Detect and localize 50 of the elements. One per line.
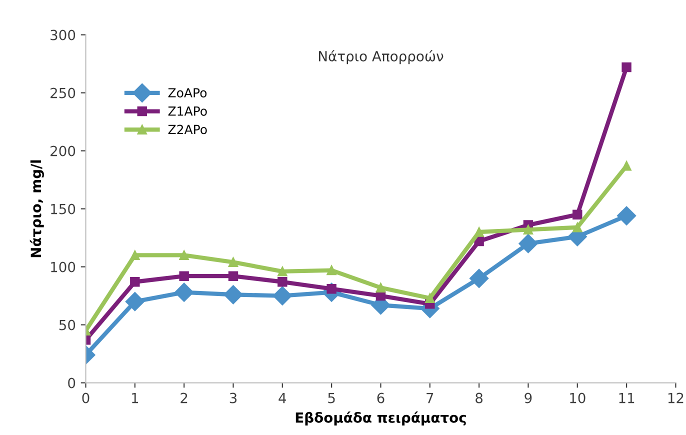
point xyxy=(179,271,189,281)
x-tick-label: 6 xyxy=(377,392,384,404)
x-tick-label: 10 xyxy=(570,392,586,404)
point xyxy=(278,266,288,276)
x-tick-label: 5 xyxy=(328,392,335,404)
x-axis-title: Εβδομάδα πειράματος xyxy=(296,412,466,426)
x-tick-label: 4 xyxy=(278,392,286,404)
point xyxy=(125,292,144,312)
point xyxy=(224,285,243,304)
point xyxy=(572,222,582,232)
point xyxy=(174,282,194,302)
point xyxy=(425,293,435,303)
x-tick-label: 1 xyxy=(132,392,138,404)
point xyxy=(326,265,336,276)
point xyxy=(228,257,238,268)
x-tick-label: 12 xyxy=(668,392,684,404)
x-tick-label: 9 xyxy=(524,392,532,404)
y-tick-label: 250 xyxy=(50,88,76,98)
text: Νάτριο Απορροών xyxy=(318,50,444,64)
point xyxy=(179,250,189,260)
point xyxy=(617,206,636,226)
point xyxy=(474,227,484,237)
y-tick-label: 100 xyxy=(51,262,76,272)
y-tick-label: 200 xyxy=(50,146,76,156)
x-tick-label: 2 xyxy=(180,392,188,404)
x-tick-label: 8 xyxy=(476,392,483,404)
y-tick-label: 300 xyxy=(50,30,76,40)
x-tick-label: 7 xyxy=(426,392,434,404)
point xyxy=(572,210,582,220)
point xyxy=(130,277,140,287)
x-tick-label: 11 xyxy=(619,392,634,404)
legend-label: ZoAPo xyxy=(168,88,207,98)
legend-label: Z1APo xyxy=(168,106,207,116)
point xyxy=(278,277,288,287)
x-tick-label: 3 xyxy=(230,392,237,404)
x-tick-label: 0 xyxy=(82,392,90,404)
point xyxy=(518,234,538,254)
point xyxy=(523,224,534,235)
point xyxy=(376,282,386,293)
point xyxy=(228,271,238,281)
point xyxy=(622,62,632,72)
y-tick-label: 150 xyxy=(51,204,76,214)
point xyxy=(130,250,140,260)
y-axis-title: Νάτριο, mg/l xyxy=(30,160,44,258)
point xyxy=(470,268,489,288)
legend-label: Z2APo xyxy=(168,124,207,134)
point xyxy=(272,286,292,306)
y-tick-label: 0 xyxy=(68,378,76,388)
point xyxy=(622,161,632,171)
y-tick-label: 50 xyxy=(59,320,76,330)
